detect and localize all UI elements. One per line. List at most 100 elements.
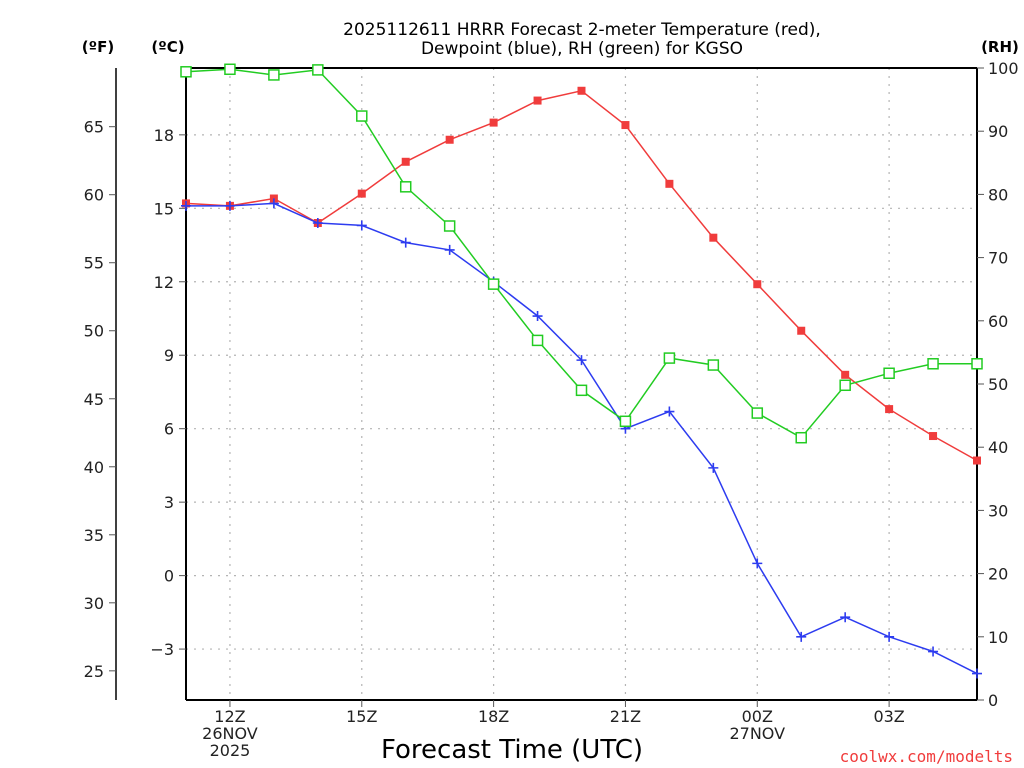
rh-tick-label: 20 xyxy=(988,565,1008,584)
x-tick-label: 27NOV xyxy=(729,724,785,743)
dewpoint-point xyxy=(224,200,235,211)
dewpoint-point xyxy=(708,462,719,473)
dewpoint-point xyxy=(796,631,807,642)
credit-link[interactable]: coolwx.com/modelts xyxy=(840,747,1013,766)
temperature-point xyxy=(357,189,366,198)
rh-point xyxy=(795,431,807,444)
rh-tick-label: 0 xyxy=(988,691,998,710)
celsius-tick-label: −3 xyxy=(150,640,174,659)
temperature-point xyxy=(621,121,630,130)
rh-point xyxy=(443,220,456,232)
rh-point xyxy=(751,407,764,419)
temperature-point xyxy=(533,96,542,105)
axes: 1815129630−36560555045403530251009080706… xyxy=(84,59,1019,760)
fahrenheit-tick-label: 50 xyxy=(84,322,104,341)
series-group xyxy=(180,63,983,679)
rh-axis-label: (RH) xyxy=(981,38,1019,56)
celsius-tick-label: 6 xyxy=(164,420,174,439)
grid xyxy=(186,68,977,700)
x-axis-title: Forecast Time (UTC) xyxy=(381,735,643,765)
celsius-tick-label: 15 xyxy=(154,199,174,218)
temperature-point xyxy=(665,179,674,188)
dewpoint-point xyxy=(268,198,279,209)
temperature-point xyxy=(445,135,454,144)
temperature-line xyxy=(185,89,978,462)
temperature-point xyxy=(885,405,894,414)
dewpoint-point xyxy=(444,244,455,255)
temperature-point xyxy=(489,118,498,127)
fahrenheit-tick-label: 45 xyxy=(84,390,104,409)
rh-tick-label: 80 xyxy=(988,185,1008,204)
x-tick-label: 21Z xyxy=(610,707,641,726)
rh-point xyxy=(927,358,939,370)
rh-tick-label: 90 xyxy=(988,122,1008,141)
dewpoint-point xyxy=(532,311,543,322)
temperature-point xyxy=(577,86,586,95)
rh-point xyxy=(399,181,412,193)
rh-point xyxy=(312,64,324,76)
rh-point xyxy=(619,415,632,428)
dewpoint-point xyxy=(884,631,895,642)
x-tick-label: 00Z xyxy=(742,707,773,726)
fahrenheit-tick-label: 40 xyxy=(84,458,104,477)
x-tick-label: 26NOV xyxy=(202,724,258,743)
dewpoint-point xyxy=(181,200,191,211)
x-tick-label: 03Z xyxy=(873,707,904,726)
title-line-2: Dewpoint (blue), RH (green) for KGSO xyxy=(421,39,743,59)
temperature-point xyxy=(929,432,938,441)
rh-point xyxy=(356,110,368,122)
rh-point xyxy=(663,352,676,364)
rh-tick-label: 100 xyxy=(988,59,1019,78)
dewpoint-point xyxy=(312,218,323,228)
rh-tick-label: 30 xyxy=(988,501,1008,520)
fahrenheit-tick-label: 60 xyxy=(84,186,104,205)
dewpoint-point xyxy=(972,668,982,679)
fahrenheit-tick-label: 35 xyxy=(84,526,104,545)
temperature-point xyxy=(753,280,762,289)
rh-point xyxy=(883,367,895,380)
rh-point xyxy=(268,69,280,81)
dewpoint-point xyxy=(840,612,851,623)
rh-tick-label: 70 xyxy=(988,249,1008,268)
celsius-axis-label: (ºC) xyxy=(151,38,184,56)
temperature-point xyxy=(709,233,718,242)
fahrenheit-tick-label: 65 xyxy=(84,118,104,137)
dewpoint-point xyxy=(664,406,675,417)
x-tick-label: 15Z xyxy=(346,707,377,726)
dewpoint-point xyxy=(400,237,411,248)
rh-point xyxy=(839,379,851,392)
rh-line xyxy=(185,68,977,439)
temperature-point xyxy=(797,326,806,335)
dewpoint-point xyxy=(576,355,587,366)
dewpoint-point xyxy=(752,558,763,569)
temperature-point xyxy=(973,456,981,465)
rh-tick-label: 40 xyxy=(988,438,1008,457)
dewpoint-point xyxy=(356,220,367,231)
rh-point xyxy=(707,359,720,371)
rh-point xyxy=(575,384,588,397)
rh-point xyxy=(971,358,983,370)
rh-point xyxy=(180,66,192,78)
celsius-tick-label: 18 xyxy=(154,126,174,145)
fahrenheit-tick-label: 25 xyxy=(84,662,104,681)
rh-point xyxy=(224,63,236,76)
rh-tick-label: 60 xyxy=(988,312,1008,331)
fahrenheit-tick-label: 55 xyxy=(84,254,104,273)
celsius-tick-label: 0 xyxy=(164,567,174,586)
series-temperature xyxy=(182,86,981,465)
rh-tick-label: 10 xyxy=(988,628,1008,647)
fahrenheit-tick-label: 30 xyxy=(84,594,104,613)
series-rh xyxy=(180,63,983,444)
temperature-point xyxy=(841,370,850,379)
chart-title: 2025112611 HRRR Forecast 2-meter Tempera… xyxy=(343,20,821,59)
fahrenheit-axis-label: (ºF) xyxy=(82,38,114,56)
title-line-1: 2025112611 HRRR Forecast 2-meter Tempera… xyxy=(343,20,821,40)
x-tick-label: 2025 xyxy=(210,741,251,760)
rh-point xyxy=(531,334,544,347)
x-tick-label: 12Z xyxy=(214,707,245,726)
celsius-tick-label: 3 xyxy=(164,493,174,512)
rh-tick-label: 50 xyxy=(988,375,1008,394)
dewpoint-point xyxy=(928,646,939,657)
temperature-point xyxy=(401,157,410,166)
